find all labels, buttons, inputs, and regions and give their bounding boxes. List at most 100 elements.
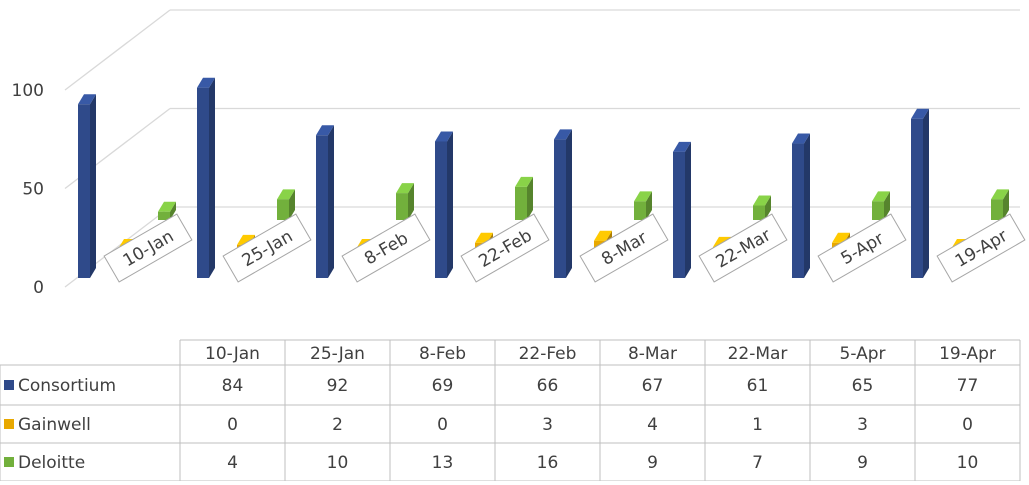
category-label-box [103,213,193,283]
legend-label: Deloitte [18,453,85,473]
bar [872,201,884,220]
bar-top [792,133,810,144]
category-label-box [579,213,669,283]
bar-side [566,129,572,278]
table-value: 77 [957,376,979,396]
bar [197,87,209,278]
table-value: 92 [327,376,349,396]
table-header: 22-Mar [728,344,788,364]
table-header: 19-Apr [939,344,996,364]
y-tick-label: 50 [22,180,44,200]
bar-top [316,125,334,136]
table-value: 67 [642,376,664,396]
bar [515,186,527,220]
bar-top [554,129,572,140]
table-value: 2 [332,415,343,435]
category-label-box [817,213,907,283]
table-value: 4 [227,453,238,473]
table-value: 16 [537,453,559,473]
bar-side [527,176,533,220]
category-label: 8-Feb [341,213,431,283]
table-header: 10-Jan [205,344,260,364]
bar [792,143,804,278]
bar [396,193,408,220]
bar-top [158,201,176,212]
bar-top [594,230,612,241]
table-value: 10 [327,453,349,473]
table-value: 61 [747,376,769,396]
bar-top [753,195,771,206]
bar-top [991,189,1009,200]
table-value: 4 [647,415,658,435]
bar [634,201,646,220]
bar-top [78,94,96,105]
legend-swatch [4,419,14,429]
category-label-box [698,213,788,283]
bar [753,205,765,220]
bar-top [277,189,295,200]
bar [435,141,447,278]
bar-top [435,131,453,142]
bar-side [408,183,414,220]
legend-swatch [4,380,14,390]
bar-side [209,77,215,278]
table-value: 69 [432,376,454,396]
table-header: 5-Apr [840,344,886,364]
category-label-box [222,213,312,283]
table-header: 8-Mar [628,344,677,364]
y-tick-label: 100 [12,81,44,101]
table-value: 0 [962,415,973,435]
bar-side [765,195,771,220]
bar-side [685,141,691,278]
table-value: 0 [437,415,448,435]
category-label-box [341,213,431,283]
bar [673,151,685,278]
bar-side [923,108,929,279]
table-value: 1 [752,415,763,435]
bar-side [289,189,295,220]
category-label: 22-Mar [698,213,788,283]
table-value: 7 [752,453,763,473]
bar [316,135,328,278]
table-value: 66 [537,376,559,396]
table-value: 10 [957,453,979,473]
bar [277,199,289,220]
table-value: 65 [852,376,874,396]
category-label: 19-Apr [936,213,1026,283]
table-header: 8-Feb [419,344,466,364]
bar [158,211,170,220]
category-label: 25-Jan [222,213,312,283]
table-value: 13 [432,453,454,473]
bar-top [634,191,652,202]
table-value: 3 [857,415,868,435]
bar-side [1003,189,1009,220]
category-label-box [936,213,1026,283]
bar-side [447,131,453,278]
bar-side [170,201,176,220]
bar-side [804,133,810,278]
category-label-box [460,213,550,283]
bar-side [90,94,96,278]
grid-line [64,9,171,91]
y-tick-label: 0 [33,278,44,298]
bar [554,139,566,278]
table-value: 0 [227,415,238,435]
bar-top [911,108,929,119]
bar-top [515,176,533,187]
legend-label: Gainwell [18,415,91,435]
bar-side [646,191,652,220]
bar-top [872,191,890,202]
table-value: 9 [857,453,868,473]
bar [991,199,1003,220]
bar-top [673,141,691,152]
bar-top [197,77,215,88]
table-header: 25-Jan [310,344,365,364]
legend-swatch [4,457,14,467]
bar [78,104,90,278]
bar-top [396,183,414,194]
table-value: 9 [647,453,658,473]
category-label: 5-Apr [817,213,907,283]
table-header: 22-Feb [519,344,577,364]
